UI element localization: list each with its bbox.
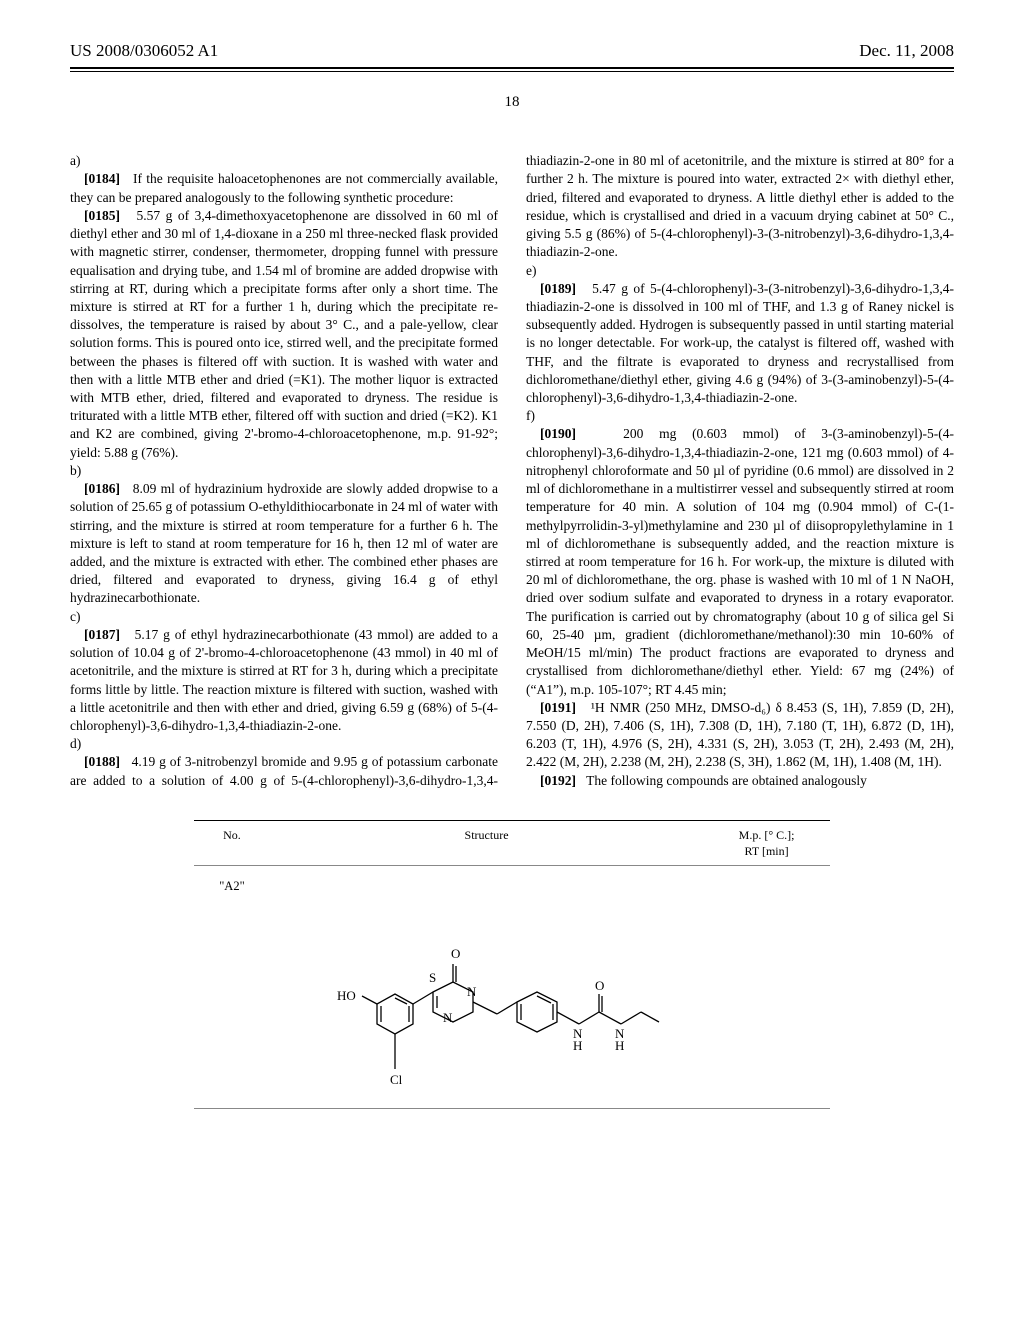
label-o2: O (595, 978, 604, 993)
para-text: ¹H NMR (250 MHz, DMSO-d₆) δ 8.453 (S, 1H… (526, 700, 954, 770)
header-rule-thin (70, 71, 954, 72)
para-text: 5.47 g of 5-(4-chlorophenyl)-3-(3-nitrob… (526, 281, 954, 405)
page-header: US 2008/0306052 A1 Dec. 11, 2008 (70, 40, 954, 65)
para-text: 200 mg (0.603 mmol) of 3-(3-aminobenzyl)… (526, 426, 954, 696)
section-d-label: d) (70, 735, 498, 753)
chemical-structure-icon: HO Cl S O N N O NH NH (307, 874, 667, 1104)
label-ho: HO (337, 988, 356, 1003)
compound-table: No. Structure M.p. [° C.]; RT [min] "A2" (194, 820, 830, 1109)
publication-number: US 2008/0306052 A1 (70, 40, 218, 63)
label-n1: N (467, 984, 477, 999)
section-f-label: f) (526, 407, 954, 425)
publication-date: Dec. 11, 2008 (859, 40, 954, 63)
para-num: [0185] (84, 208, 120, 223)
label-cl: Cl (390, 1072, 403, 1087)
para-num: [0184] (84, 171, 120, 186)
cell-structure: HO Cl S O N N O NH NH (270, 874, 703, 1104)
label-s: S (429, 970, 436, 985)
para-0191: [0191] ¹H NMR (250 MHz, DMSO-d₆) δ 8.453… (526, 699, 954, 772)
para-text: If the requisite haloacetophenones are n… (70, 171, 498, 204)
header-rule-thick (70, 67, 954, 69)
para-num: [0191] (540, 700, 576, 715)
para-text: 5.57 g of 3,4-dimethoxyacetophenone are … (70, 208, 498, 460)
section-a-label: a) (70, 152, 498, 170)
table-header-row: No. Structure M.p. [° C.]; RT [min] (194, 821, 830, 866)
para-num: [0187] (84, 627, 120, 642)
table-row: "A2" (194, 866, 830, 1108)
body-columns: a) [0184] If the requisite haloacetophen… (70, 152, 954, 790)
label-n2: N (443, 1010, 453, 1025)
para-num: [0186] (84, 481, 120, 496)
section-b-label: b) (70, 462, 498, 480)
col-header-no: No. (194, 827, 270, 859)
label-nh1: NH (573, 1026, 583, 1053)
para-0186: [0186] 8.09 ml of hydrazinium hydroxide … (70, 480, 498, 608)
page-number: 18 (70, 92, 954, 112)
para-0187: [0187] 5.17 g of ethyl hydrazinecarbothi… (70, 626, 498, 735)
section-c-label: c) (70, 608, 498, 626)
col-header-structure: Structure (270, 827, 703, 859)
section-e-label: e) (526, 262, 954, 280)
para-0190: [0190] 200 mg (0.603 mmol) of 3-(3-amino… (526, 425, 954, 698)
para-text: 8.09 ml of hydrazinium hydroxide are slo… (70, 481, 498, 605)
label-nh2: NH (615, 1026, 625, 1053)
para-num: [0189] (540, 281, 576, 296)
cell-no: "A2" (194, 874, 270, 895)
para-num: [0188] (84, 754, 120, 769)
label-o1: O (451, 946, 460, 961)
para-text: The following compounds are obtained ana… (586, 773, 867, 788)
col-header-mp: M.p. [° C.]; RT [min] (703, 827, 830, 859)
para-text: 5.17 g of ethyl hydrazinecarbothionate (… (70, 627, 498, 733)
para-num: [0190] (540, 426, 576, 441)
para-0185: [0185] 5.57 g of 3,4-dimethoxyacetopheno… (70, 207, 498, 462)
para-0184: [0184] If the requisite haloacetophenone… (70, 170, 498, 206)
para-0192: [0192] The following compounds are obtai… (526, 772, 954, 790)
para-0189: [0189] 5.47 g of 5-(4-chlorophenyl)-3-(3… (526, 280, 954, 408)
para-num: [0192] (540, 773, 576, 788)
